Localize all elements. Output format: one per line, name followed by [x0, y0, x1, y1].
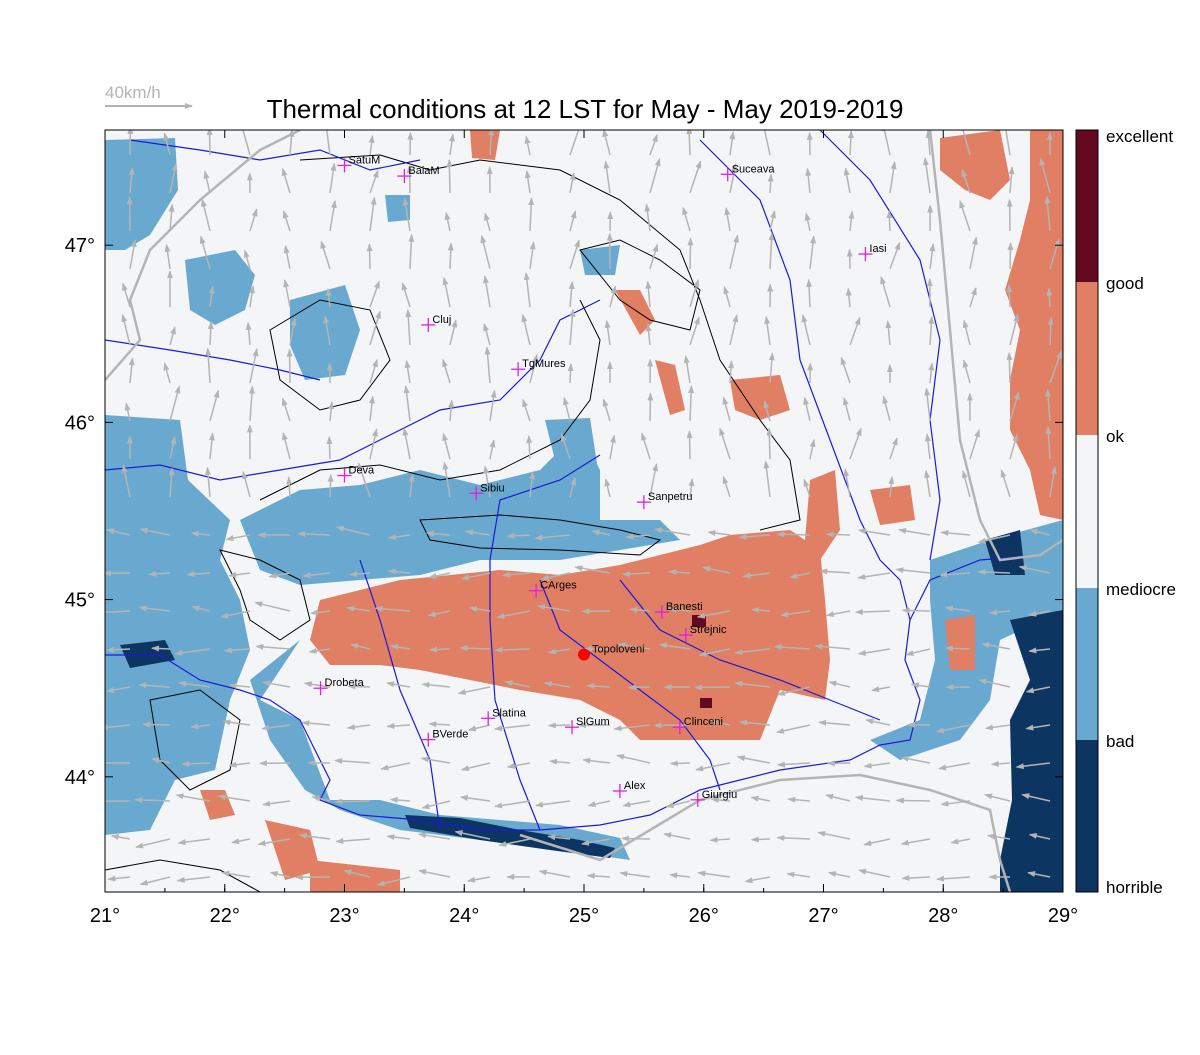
site-marker-dot	[578, 649, 590, 661]
wind-arrow	[330, 475, 331, 497]
wind-arrow	[629, 687, 650, 688]
wind-arrow	[450, 243, 451, 269]
wind-arrow	[690, 238, 691, 269]
station-label: CArges	[540, 580, 577, 592]
station-label: SatuM	[349, 154, 381, 166]
x-tick-label: 24°	[449, 905, 479, 927]
station-label: Drobeta	[325, 677, 365, 689]
wind-arrow	[1010, 243, 1011, 269]
wind-arrow	[777, 534, 810, 535]
station-label: Giurgiu	[702, 789, 737, 801]
colorbar-label: horrible	[1106, 878, 1163, 897]
chart-title: Thermal conditions at 12 LST for May - M…	[267, 94, 904, 124]
colorbar-label: ok	[1106, 427, 1124, 446]
colorbar-excellent	[1076, 130, 1098, 282]
wind-arrow	[695, 687, 730, 688]
wind-arrow	[946, 648, 970, 649]
wind-arrow	[1009, 285, 1010, 307]
y-tick-label: 45°	[65, 590, 95, 612]
wind-scale-label: 40km/h	[105, 83, 161, 102]
colorbar-bad	[1076, 740, 1098, 892]
good-zone-galati	[945, 615, 975, 670]
station-label: Suceava	[732, 163, 776, 175]
wind-arrow	[897, 800, 930, 801]
colorbar-good	[1076, 282, 1098, 435]
x-tick-label: 26°	[689, 905, 719, 927]
wind-arrow	[689, 127, 690, 155]
x-tick-label: 22°	[210, 905, 240, 927]
good-zone-north-top	[470, 130, 500, 160]
colorbar-ok	[1076, 435, 1098, 588]
x-tick-label: 21°	[90, 905, 120, 927]
wind-arrow	[889, 211, 890, 231]
colorbar-label: excellent	[1106, 127, 1173, 146]
y-tick-label: 44°	[65, 767, 95, 789]
station-label: BVerde	[432, 729, 468, 741]
wind-arrow	[449, 160, 450, 193]
y-tick-label: 46°	[65, 412, 95, 434]
station-label: Banesti	[666, 601, 703, 613]
excellent-zone-clinceni	[700, 698, 712, 708]
station-label: BaiaM	[408, 165, 439, 177]
wind-arrow	[335, 801, 370, 802]
wind-arrow	[752, 839, 770, 840]
wind-arrow	[369, 244, 370, 269]
bad-zone-north-2	[580, 245, 620, 275]
wind-arrow	[769, 428, 770, 459]
wind-arrow	[430, 649, 450, 650]
station-label: TgMures	[522, 358, 566, 370]
colorbar-label: bad	[1106, 732, 1134, 751]
station-label: SlGum	[576, 716, 610, 728]
colorbar-label: good	[1106, 274, 1144, 293]
wind-arrow	[152, 648, 170, 649]
x-tick-label: 25°	[569, 905, 599, 927]
x-tick-label: 27°	[808, 905, 838, 927]
station-label: Clinceni	[684, 716, 723, 728]
wind-arrow	[210, 322, 211, 345]
wind-arrow	[143, 724, 170, 725]
site-label: Topoloveni	[592, 644, 645, 656]
wind-arrow	[549, 725, 570, 726]
wind-arrow	[1049, 288, 1050, 307]
x-tick-label: 29°	[1048, 905, 1078, 927]
station-label: Slatina	[492, 707, 527, 719]
station-label: Alex	[624, 780, 646, 792]
y-tick-label: 47°	[65, 235, 95, 257]
wind-arrow	[622, 838, 650, 839]
wind-arrow	[650, 393, 651, 421]
wind-arrow	[827, 534, 850, 535]
wind-arrow	[903, 610, 930, 611]
colorbar-label: mediocre	[1106, 580, 1176, 599]
wind-arrow	[671, 763, 690, 764]
x-tick-label: 28°	[928, 905, 958, 927]
wind-arrow	[209, 128, 210, 155]
colorbar-mediocre	[1076, 588, 1098, 740]
map-area: SatuM BaiaM Suceava Iasi Cluj TgMures Deva Sibi…	[96, 120, 1063, 892]
x-tick-label: 23°	[329, 905, 359, 927]
station-label: Sibiu	[480, 482, 504, 494]
station-label: Sanpetru	[648, 491, 693, 503]
wind-arrow	[1009, 353, 1010, 383]
wind-arrow	[329, 437, 330, 459]
station-label: Cluj	[432, 314, 451, 326]
station-label: Strejnic	[690, 624, 727, 636]
wind-arrow	[689, 431, 690, 459]
wind-arrow	[570, 364, 571, 383]
station-label: Iasi	[869, 243, 886, 255]
colorbar: excellent good ok mediocre bad horrible	[1076, 127, 1176, 897]
station-label: Deva	[349, 465, 376, 477]
